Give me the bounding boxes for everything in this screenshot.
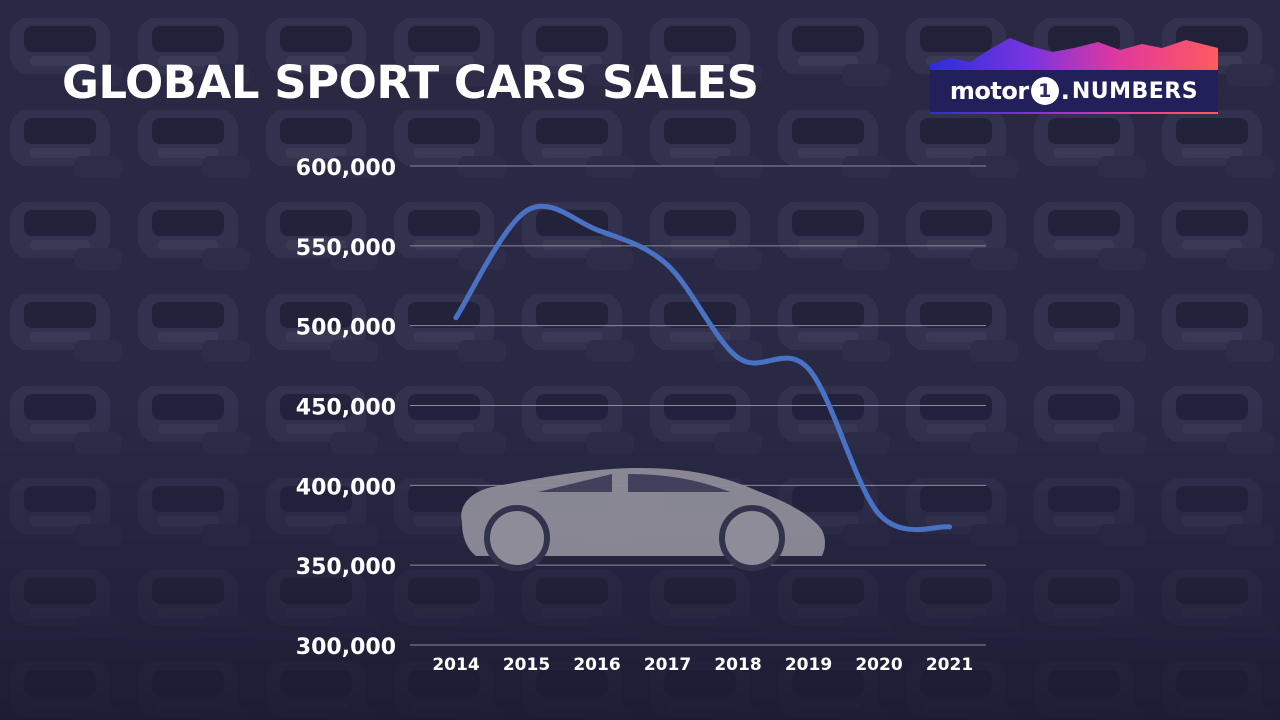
x-tick-label: 2016 xyxy=(573,655,620,675)
x-tick-label: 2018 xyxy=(714,655,761,675)
motor1-numbers-logo: motor 1 . NUMBERS xyxy=(930,34,1218,114)
mountain-graphic xyxy=(930,38,1218,114)
x-axis-tick-labels: 2014 2015 2016 2017 2018 2019 2020 2021 xyxy=(432,655,973,675)
y-tick-label: 400,000 xyxy=(296,475,396,500)
chart-title: GLOBAL SPORT CARS SALES xyxy=(62,56,759,109)
gridlines xyxy=(410,165,986,646)
car-silhouette-icon xyxy=(461,468,825,571)
x-tick-label: 2014 xyxy=(432,655,479,675)
y-tick-label: 450,000 xyxy=(296,396,396,421)
data-point-2019 xyxy=(806,366,811,372)
y-tick-label: 600,000 xyxy=(296,156,396,181)
logo-brand-suffix: NUMBERS xyxy=(1071,78,1199,104)
data-point-2016 xyxy=(594,227,600,233)
logo-brand-dot: . xyxy=(1060,77,1070,105)
logo-brand-numeral: 1 xyxy=(1030,77,1059,105)
y-tick-label: 300,000 xyxy=(296,635,396,660)
series-line xyxy=(453,203,952,533)
x-tick-label: 2020 xyxy=(855,655,902,675)
x-tick-label: 2019 xyxy=(785,655,832,675)
data-point-2020 xyxy=(876,511,882,517)
data-point-2014 xyxy=(453,315,459,321)
data-point-2021 xyxy=(947,524,952,530)
data-point-2015 xyxy=(524,208,529,214)
x-tick-label: 2017 xyxy=(644,655,691,675)
y-tick-label: 550,000 xyxy=(296,236,396,261)
logo-brand-word: motor xyxy=(949,77,1029,105)
y-tick-label: 350,000 xyxy=(296,555,396,580)
y-tick-label: 500,000 xyxy=(296,316,396,341)
data-point-2018 xyxy=(735,355,741,361)
data-point-2017 xyxy=(665,262,670,268)
x-tick-label: 2015 xyxy=(503,655,550,675)
y-axis-tick-labels: 300,000 350,000 400,000 450,000 500,000 550,0… xyxy=(296,156,396,660)
x-tick-label: 2021 xyxy=(926,655,973,675)
